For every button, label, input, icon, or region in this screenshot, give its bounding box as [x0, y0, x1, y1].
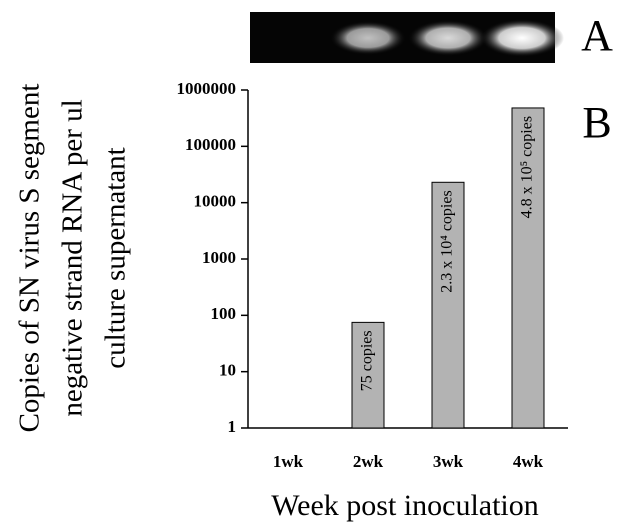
- y-tick-label: 1000: [202, 248, 236, 267]
- bar: [351, 321, 385, 429]
- data-label: 4.8 x 10⁵ copies: [519, 116, 536, 218]
- x-tick-label: 3wk: [433, 452, 464, 471]
- y-tick-label: 100: [211, 304, 237, 323]
- x-tick-label: 2wk: [353, 452, 384, 471]
- x-tick-label: 1wk: [273, 452, 304, 471]
- data-label: 75 copies: [359, 330, 376, 391]
- panel-label: B: [582, 98, 611, 147]
- x-tick-label: 4wk: [513, 452, 544, 471]
- x-axis-title: Week post inoculation: [271, 489, 539, 522]
- y-axis-title: Copies of SN virus S segment negative str…: [14, 84, 132, 433]
- gel-image: [250, 12, 564, 63]
- y-tick-label: 1: [228, 417, 237, 436]
- panel-label: A: [581, 11, 613, 60]
- bar: [511, 107, 545, 429]
- y-axis-title-line: Copies of SN virus S segment: [14, 84, 46, 433]
- y-tick-label: 10000: [194, 192, 237, 211]
- y-axis-title-line: negative strand RNA per ul: [57, 99, 89, 416]
- y-axis-title-line: culture supernatant: [100, 147, 132, 368]
- data-label: 2.3 x 10⁴ copies: [439, 190, 456, 292]
- y-tick-label: 100000: [185, 135, 236, 154]
- bar: [431, 181, 465, 429]
- y-tick-label: 1000000: [177, 79, 237, 98]
- y-tick-label: 10: [219, 361, 236, 380]
